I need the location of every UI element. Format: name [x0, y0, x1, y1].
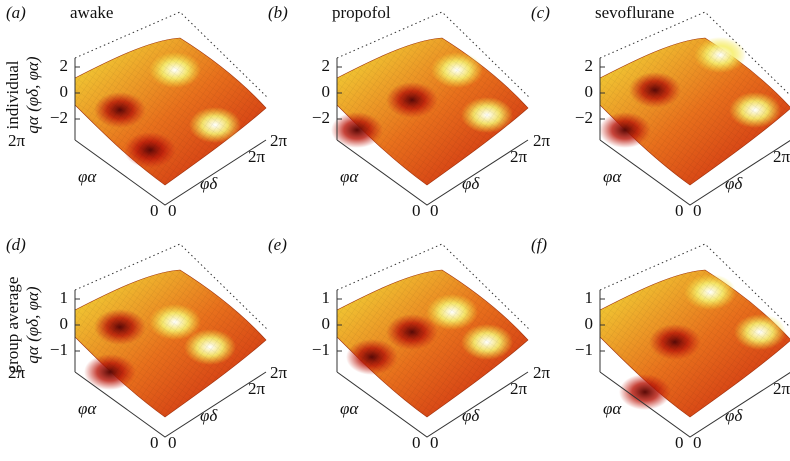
panel-label: (d)	[6, 235, 26, 254]
z-tick-label: 1	[322, 288, 331, 307]
z-tick-label: −1	[312, 340, 330, 359]
surface-mesh	[337, 270, 528, 417]
z-tick-label: 2	[60, 56, 69, 75]
y-tick-label: 2π	[8, 363, 26, 382]
row-label: individual	[3, 60, 22, 129]
base-axes	[74, 371, 267, 438]
z-tick-label: 2	[322, 56, 331, 75]
x-tick-label: 2π	[773, 379, 790, 398]
x-tick-label: 0	[693, 201, 702, 220]
base-axes	[599, 371, 790, 438]
z-tick-label: −2	[312, 108, 330, 127]
y-axis-label: φα	[340, 399, 359, 418]
base-axes	[336, 371, 529, 438]
x-tick-label: 0	[430, 433, 439, 452]
panel-label: (a)	[6, 3, 26, 22]
z-tick-label: 0	[322, 314, 331, 333]
x-axis-label: φδ	[725, 406, 743, 425]
surface-mesh	[337, 38, 528, 185]
y-tick-label: 0	[412, 201, 421, 220]
y-tick-label: 2π	[270, 363, 288, 382]
z-tick-label: −2	[575, 108, 593, 127]
y-tick-label: 2π	[533, 363, 551, 382]
z-tick-label: −1	[50, 340, 68, 359]
z-tick-label: 2	[585, 56, 594, 75]
surface-mesh	[75, 270, 266, 417]
y-tick-label: 0	[150, 201, 159, 220]
y-axis-label: φα	[78, 167, 97, 186]
y-axis-label: φα	[603, 167, 622, 186]
z-tick-label: 0	[585, 314, 594, 333]
x-tick-label: 0	[430, 201, 439, 220]
z-tick-label: 1	[60, 288, 69, 307]
y-tick-label: 2π	[270, 131, 288, 150]
x-tick-label: 2π	[510, 147, 528, 166]
panel-title: awake	[70, 3, 113, 22]
z-tick-label: 1	[585, 288, 594, 307]
y-axis-label: φα	[603, 399, 622, 418]
panel-title: propofol	[332, 3, 391, 22]
surface-mesh	[600, 270, 790, 417]
x-tick-label: 2π	[248, 147, 266, 166]
z-tick-label: −1	[575, 340, 593, 359]
x-axis-label: φδ	[462, 174, 480, 193]
x-tick-label: 2π	[773, 147, 790, 166]
y-tick-label: 0	[412, 433, 421, 452]
panel-label: (c)	[531, 3, 550, 22]
row-quantity: qα (φδ, φα)	[23, 56, 42, 133]
x-tick-label: 0	[168, 433, 177, 452]
panel-label: (f)	[531, 235, 547, 254]
base-axes	[336, 139, 529, 206]
surface-mesh	[75, 38, 266, 185]
x-axis-label: φδ	[200, 174, 218, 193]
y-tick-label: 2π	[8, 131, 26, 150]
base-axes	[599, 139, 790, 206]
x-tick-label: 2π	[510, 379, 528, 398]
base-axes	[74, 139, 267, 206]
x-axis-label: φδ	[462, 406, 480, 425]
panel-label: (b)	[268, 3, 288, 22]
panel-title: sevoflurane	[595, 3, 674, 22]
y-tick-label: 2π	[533, 131, 551, 150]
x-tick-label: 0	[168, 201, 177, 220]
z-tick-label: 0	[585, 82, 594, 101]
y-axis-label: φα	[340, 167, 359, 186]
x-axis-label: φδ	[725, 174, 743, 193]
z-tick-label: −2	[50, 108, 68, 127]
z-tick-label: 0	[60, 82, 69, 101]
z-tick-label: 0	[60, 314, 69, 333]
x-tick-label: 2π	[248, 379, 266, 398]
y-tick-label: 0	[675, 433, 684, 452]
y-tick-label: 0	[150, 433, 159, 452]
x-tick-label: 0	[693, 433, 702, 452]
row-quantity: qα (φδ, φα)	[23, 286, 42, 363]
panel-label: (e)	[268, 235, 287, 254]
row-label: group average	[3, 277, 22, 374]
surface-mesh	[600, 38, 790, 185]
y-tick-label: 0	[675, 201, 684, 220]
x-axis-label: φδ	[200, 406, 218, 425]
z-tick-label: 0	[322, 82, 331, 101]
y-axis-label: φα	[78, 399, 97, 418]
